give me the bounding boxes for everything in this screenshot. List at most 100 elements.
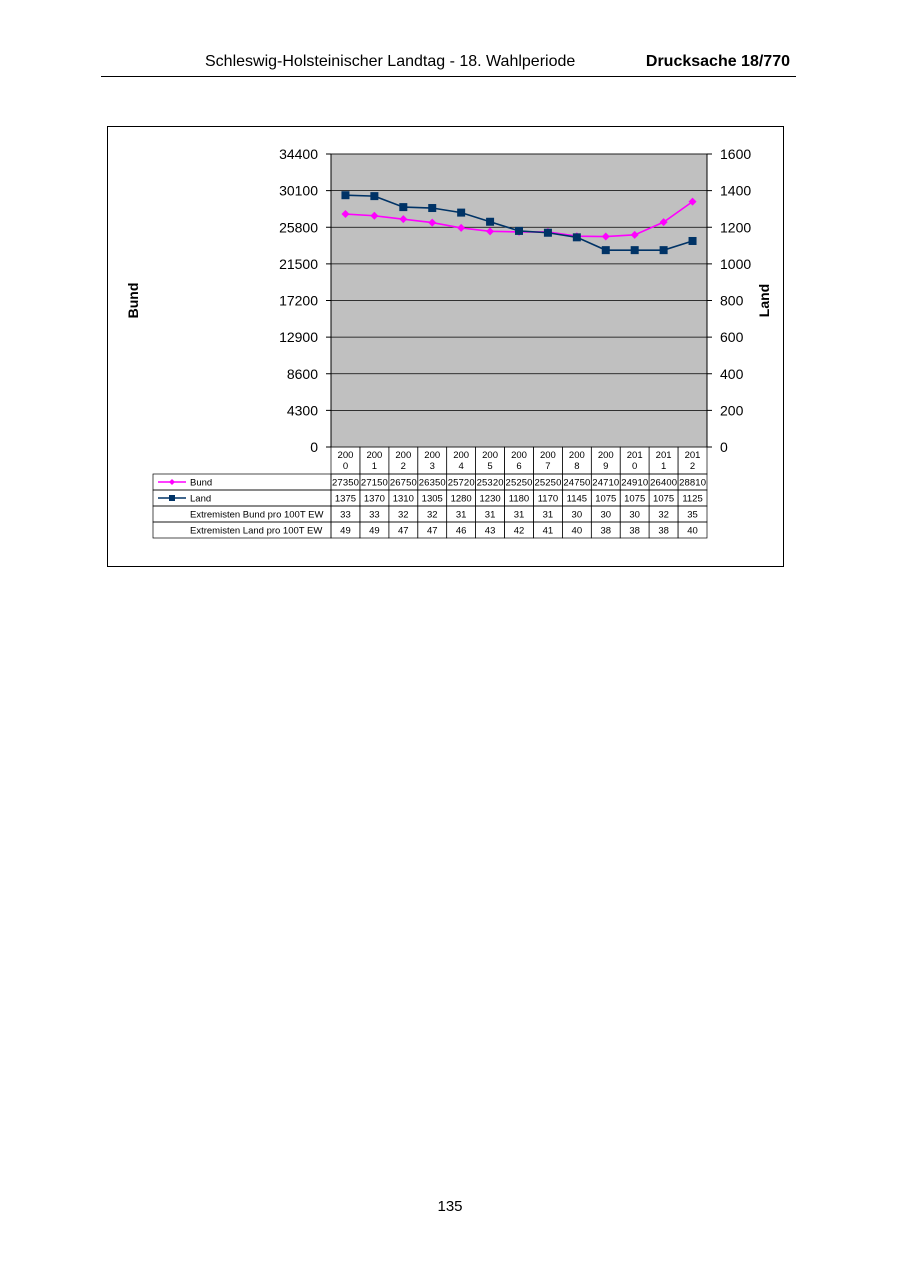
table-row-label: Extremisten Bund pro 100T EW: [190, 510, 323, 521]
table-cell-value: 1370: [364, 494, 385, 505]
category-label-line2: 1: [372, 461, 377, 472]
table-cell-value: 26750: [390, 478, 417, 489]
header-title: Schleswig-Holsteinischer Landtag - 18. W…: [205, 53, 576, 70]
category-label-line2: 6: [516, 461, 521, 472]
table-cell-value: 1170: [538, 494, 558, 505]
data-point-diamond: [486, 227, 495, 236]
data-point-diamond: [659, 218, 668, 227]
data-point-diamond: [688, 197, 697, 206]
table-cell-value: 25720: [448, 478, 475, 489]
left-tick-label: 30100: [279, 183, 318, 199]
data-point-diamond: [630, 230, 639, 239]
table-cell-value: 25250: [534, 478, 561, 489]
table-cell-value: 1145: [567, 494, 587, 505]
left-tick-label: 17200: [279, 293, 318, 309]
category-label-line1: 200: [366, 450, 382, 461]
table-cell-value: 24710: [592, 478, 619, 489]
data-point-square: [399, 203, 408, 212]
left-tick-label: 34400: [279, 146, 318, 162]
data-point-square: [486, 217, 495, 226]
category-label-line1: 200: [540, 450, 556, 461]
data-point-square: [428, 204, 437, 213]
table-cell-value: 38: [629, 526, 640, 537]
category-label-line1: 201: [627, 450, 643, 461]
table-cell-value: 25320: [477, 478, 504, 489]
right-tick-label: 1400: [720, 183, 751, 199]
right-tick-label: 1200: [720, 219, 751, 235]
table-cell-value: 1230: [480, 494, 501, 505]
data-point-square: [572, 233, 581, 242]
category-label-line2: 1: [661, 461, 666, 472]
category-label-line2: 2: [690, 461, 695, 472]
document-number: Drucksache 18/770: [645, 53, 790, 70]
data-point-square: [370, 192, 379, 201]
left-tick-label: 4300: [287, 402, 318, 418]
category-label-line2: 3: [430, 461, 435, 472]
table-cell-value: 31: [485, 510, 496, 521]
table-cell-value: 1075: [624, 494, 645, 505]
right-tick-label: 800: [720, 293, 744, 309]
data-point-square: [630, 246, 639, 255]
table-cell-value: 49: [369, 526, 380, 537]
category-label-line2: 5: [487, 461, 492, 472]
category-label-line1: 200: [482, 450, 498, 461]
table-cell-value: 26400: [650, 478, 677, 489]
table-cell-value: 24910: [621, 478, 648, 489]
category-label-line2: 0: [632, 461, 637, 472]
category-label-line1: 200: [569, 450, 585, 461]
right-tick-label: 400: [720, 366, 744, 382]
data-point-square: [515, 226, 523, 235]
data-point-diamond: [399, 215, 408, 224]
table-cell-value: 1075: [653, 494, 674, 505]
left-tick-label: 8600: [287, 366, 318, 382]
table-cell-value: 31: [543, 510, 554, 521]
legend-marker-square: [169, 495, 175, 501]
chart-frame: 0 0 4300 200 8600 400 12900 600 17200 800 21500 100…: [107, 126, 784, 567]
table-cell-value: 1125: [682, 494, 702, 505]
table-cell-value: 38: [658, 526, 669, 537]
right-tick-label: 1000: [720, 256, 751, 272]
table-cell-value: 33: [340, 510, 351, 521]
table-row-label: Land: [190, 494, 211, 505]
header-divider: [101, 76, 796, 77]
table-cell-value: 1180: [509, 494, 529, 505]
category-label-line1: 201: [656, 450, 672, 461]
category-label-line1: 200: [338, 450, 354, 461]
table-cell-value: 32: [427, 510, 438, 521]
table-cell-value: 24750: [563, 478, 590, 489]
data-point-diamond: [601, 232, 610, 241]
data-point-diamond: [341, 210, 350, 219]
data-point-square: [543, 228, 552, 237]
table-cell-value: 41: [543, 526, 554, 537]
table-cell-value: 25250: [506, 478, 533, 489]
category-label-line2: 8: [574, 461, 579, 472]
table-cell-value: 1310: [393, 494, 414, 505]
table-cell-value: 35: [687, 510, 698, 521]
table-cell-value: 33: [369, 510, 380, 521]
category-label-line2: 4: [459, 461, 464, 472]
left-axis-title: Bund: [125, 283, 141, 319]
table-cell-value: 30: [600, 510, 611, 521]
table-cell-value: 27350: [332, 478, 359, 489]
left-tick-label: 12900: [279, 329, 318, 345]
table-row-label: Bund: [190, 478, 212, 489]
category-label-line2: 0: [343, 461, 348, 472]
table-cell-value: 1305: [422, 494, 443, 505]
right-tick-label: 200: [720, 402, 744, 418]
table-cell-value: 26350: [419, 478, 446, 489]
table-cell-value: 1280: [451, 494, 472, 505]
data-point-diamond: [428, 218, 437, 227]
category-label-line1: 200: [424, 450, 440, 461]
category-label-line1: 200: [395, 450, 411, 461]
page-number: 135: [437, 1198, 463, 1215]
left-tick-label: 25800: [279, 219, 318, 235]
table-cell-value: 1375: [335, 494, 356, 505]
table-cell-value: 40: [572, 526, 583, 537]
right-tick-label: 600: [720, 329, 744, 345]
table-cell-value: 31: [456, 510, 467, 521]
category-label-line2: 9: [603, 461, 608, 472]
table-cell: [677, 521, 708, 539]
data-point-square: [688, 236, 697, 245]
table-cell-value: 40: [687, 526, 698, 537]
